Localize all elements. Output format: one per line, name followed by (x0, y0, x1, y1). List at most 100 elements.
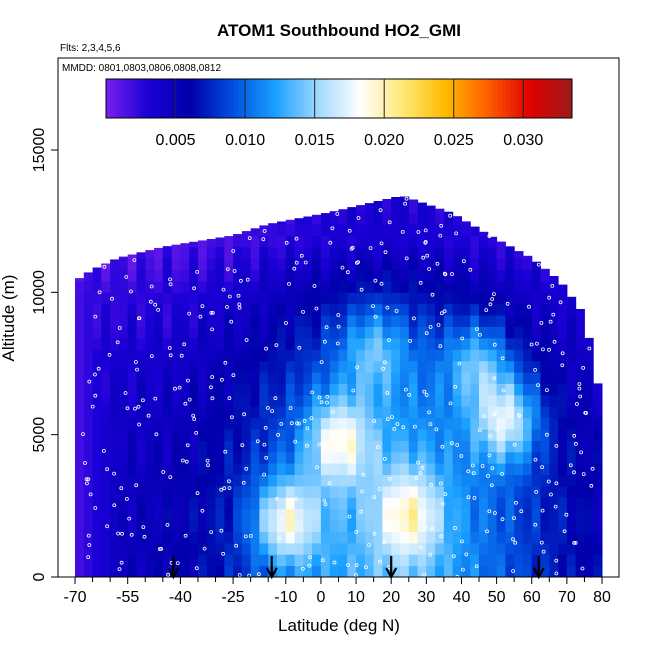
observation-point (206, 463, 210, 468)
heatmap-cell (575, 349, 585, 362)
heatmap-cell (505, 429, 515, 441)
observation-point (372, 531, 377, 536)
observation-point (87, 379, 92, 384)
heatmap-cell (373, 383, 383, 396)
heatmap-cell (285, 565, 296, 577)
heatmap-cell (312, 383, 322, 396)
heatmap-cell (198, 508, 208, 521)
heatmap-cell (189, 463, 199, 475)
colorbar-segment (385, 79, 390, 118)
heatmap-cell (417, 212, 427, 225)
heatmap-cell (479, 474, 489, 487)
observation-point (453, 384, 458, 389)
observation-point (210, 327, 215, 332)
heatmap-cell (154, 497, 164, 510)
heatmap-cell (400, 280, 410, 293)
heatmap-cell (145, 542, 155, 555)
heatmap-cell (92, 326, 102, 339)
heatmap-cell (215, 326, 225, 339)
observation-point (117, 567, 122, 571)
heatmap-cell (101, 292, 111, 305)
heatmap-cell (92, 372, 102, 384)
heatmap-cell (171, 246, 181, 259)
colorbar-segment (439, 79, 445, 118)
heatmap-cell (110, 485, 120, 498)
heatmap-cell (285, 463, 296, 475)
heatmap-cell (329, 429, 339, 441)
observation-point (551, 312, 556, 317)
heatmap-cell (180, 497, 190, 510)
observation-point (242, 412, 247, 417)
observation-point (577, 386, 582, 391)
heatmap-cell (277, 315, 287, 327)
heatmap-cell (496, 463, 506, 475)
observation-point (153, 302, 158, 307)
heatmap-cell (514, 258, 524, 271)
heatmap-cell (162, 497, 173, 510)
observation-point (149, 354, 154, 359)
observation-point (440, 502, 445, 506)
heatmap-cell (198, 406, 208, 419)
heatmap-cell (83, 303, 94, 316)
observation-point (262, 472, 267, 477)
heatmap-cell (479, 520, 489, 532)
heatmap-cell (549, 485, 559, 498)
heatmap-cell (329, 303, 339, 316)
heatmap-cell (259, 258, 269, 271)
heatmap-cell (523, 474, 533, 487)
observation-point (219, 487, 224, 492)
heatmap-cell (127, 485, 137, 498)
observation-point (292, 266, 297, 271)
heatmap-cell (189, 417, 199, 430)
heatmap-cell (417, 497, 427, 510)
observation-point (119, 486, 124, 491)
heatmap-cell (531, 554, 541, 567)
heatmap-cell (189, 258, 199, 271)
heatmap-cell (461, 451, 471, 464)
observation-point (270, 409, 275, 414)
colorbar-segment (137, 79, 142, 118)
heatmap-cell (154, 383, 164, 396)
heatmap-cell (356, 303, 366, 316)
heatmap-cell (136, 292, 146, 305)
heatmap-cell (540, 554, 550, 567)
heatmap-cell (92, 440, 102, 453)
heatmap-cell (400, 303, 410, 316)
heatmap-cell (391, 292, 401, 305)
heatmap-cell (241, 474, 252, 487)
observation-point (262, 229, 267, 233)
heatmap-cell (268, 360, 278, 373)
heatmap-cell (531, 360, 541, 373)
observation-point (161, 470, 166, 474)
heatmap-cell (452, 531, 462, 544)
heatmap-cell (329, 269, 339, 282)
observation-point (590, 466, 595, 471)
heatmap-cell (110, 451, 120, 464)
heatmap-cell (531, 497, 541, 510)
heatmap-cell (479, 303, 489, 316)
heatmap-cell (540, 542, 550, 555)
heatmap-cell (549, 520, 559, 532)
heatmap-cell (83, 554, 94, 567)
heatmap-cell (470, 429, 480, 441)
heatmap-cell (347, 235, 357, 248)
heatmap-cell (347, 360, 357, 373)
heatmap-cell (277, 463, 287, 475)
observation-point (154, 432, 159, 437)
observation-point (305, 443, 309, 448)
heatmap-cell (373, 269, 383, 282)
observation-point (438, 233, 443, 238)
heatmap-cell (189, 372, 199, 384)
heatmap-cell (400, 554, 410, 567)
heatmap-cell (277, 372, 287, 384)
heatmap-cell (206, 508, 217, 521)
heatmap-cell (338, 531, 348, 544)
observation-point (88, 492, 93, 497)
heatmap-cell (479, 417, 489, 430)
heatmap-cell (479, 349, 489, 362)
heatmap-cell (443, 474, 454, 487)
colorbar-segment (199, 79, 204, 118)
colorbar-segment (187, 79, 192, 118)
heatmap-cell (391, 197, 401, 202)
heatmap-cell (241, 554, 252, 567)
